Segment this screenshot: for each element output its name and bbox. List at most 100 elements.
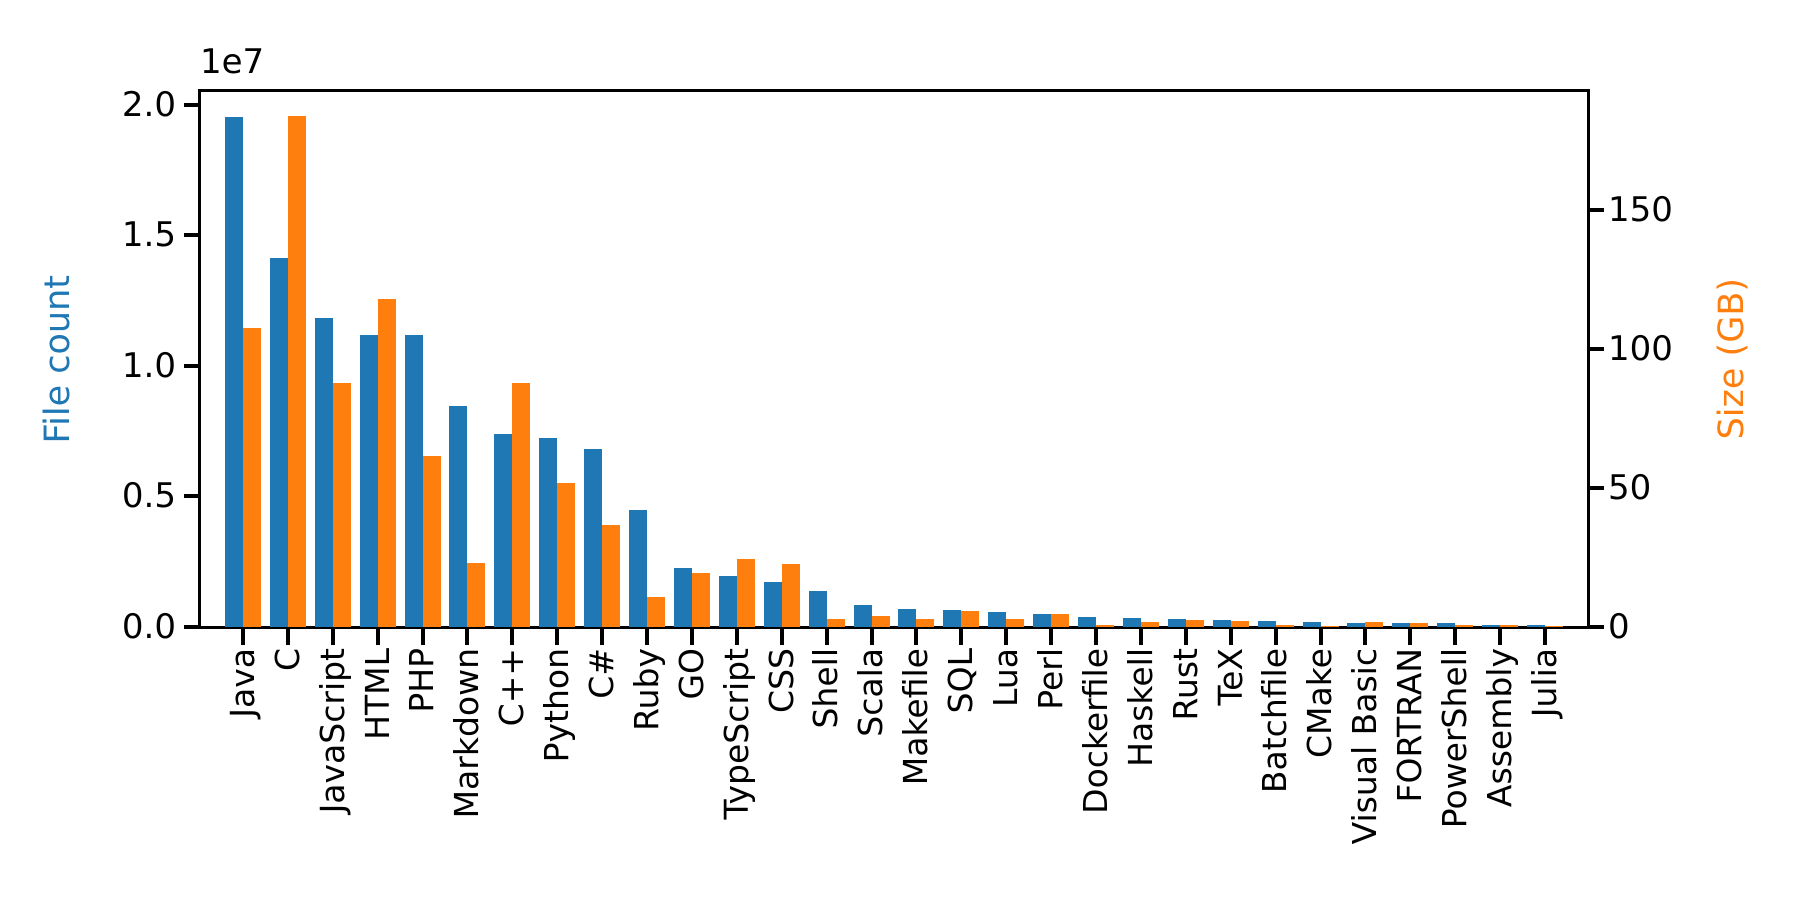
x-label-text-rust: Rust — [1165, 648, 1205, 721]
x-label-assembly: Assembly — [1476, 648, 1524, 888]
bar-file-count-perl — [1033, 613, 1052, 627]
bar-size-gb-lua — [1006, 619, 1025, 627]
x-tick-fortran — [1408, 629, 1413, 645]
bar-file-count-css — [763, 581, 782, 627]
x-label-sql: SQL — [937, 648, 985, 888]
x-tick-html — [375, 629, 380, 645]
x-tick-rust — [1183, 629, 1188, 645]
x-label-makefile: Makefile — [892, 648, 940, 888]
left-tick-0.0 — [184, 625, 200, 629]
bar-size-gb-tex — [1230, 621, 1249, 627]
bar-size-gb-visual-basic — [1365, 621, 1384, 627]
bar-file-count-julia — [1527, 625, 1545, 627]
bar-file-count-dockerfile — [1078, 617, 1097, 627]
x-tick-typescript — [734, 629, 739, 645]
right-tick-label-150: 150 — [1608, 190, 1673, 231]
bar-file-count-batchfile — [1257, 620, 1276, 627]
x-label-visual-basic: Visual Basic — [1341, 648, 1389, 888]
bar-size-gb-julia — [1545, 626, 1563, 627]
bar-file-count-c — [494, 434, 513, 627]
x-tick-julia — [1543, 629, 1547, 645]
left-tick-2.0 — [184, 102, 200, 107]
x-label-text-batchfile: Batchfile — [1255, 648, 1295, 794]
bar-size-gb-assembly — [1500, 624, 1519, 627]
x-label-dockerfile: Dockerfile — [1072, 648, 1120, 888]
x-label-text-lua: Lua — [986, 648, 1026, 707]
x-tick-shell — [824, 629, 829, 645]
bar-file-count-fortran — [1392, 623, 1411, 627]
x-label-ruby: Ruby — [623, 648, 671, 888]
bar-size-gb-python — [557, 482, 576, 627]
bar-file-count-markdown — [449, 406, 468, 627]
left-tick-label-0.5: 0.5 — [121, 476, 176, 517]
bar-size-gb-haskell — [1140, 621, 1159, 627]
x-tick-lua — [1004, 629, 1009, 645]
x-label-text-markdown: Markdown — [447, 648, 487, 819]
bar-size-gb-php — [422, 456, 441, 627]
left-tick-0.5 — [184, 494, 200, 499]
left-tick-label-1.0: 1.0 — [121, 345, 176, 386]
bar-size-gb-css — [781, 564, 800, 627]
bar-size-gb-c — [602, 524, 621, 627]
x-label-tex: TeX — [1207, 648, 1255, 888]
bar-size-gb-powershell — [1455, 625, 1474, 627]
x-label-rust: Rust — [1162, 648, 1210, 888]
x-label-css: CSS — [758, 648, 806, 888]
x-tick-cmake — [1318, 629, 1323, 645]
x-label-text-cmake: CMake — [1300, 648, 1340, 758]
x-label-text-shell: Shell — [806, 648, 846, 729]
x-tick-powershell — [1453, 629, 1458, 645]
x-label-text-fortran: FORTRAN — [1390, 648, 1430, 803]
x-label-haskell: Haskell — [1117, 648, 1165, 888]
bar-file-count-c — [269, 257, 288, 627]
bar-file-count-html — [359, 335, 378, 627]
x-tick-assembly — [1498, 629, 1503, 645]
bar-file-count-typescript — [718, 576, 737, 627]
x-tick-javascript — [330, 629, 335, 645]
x-tick-python — [555, 629, 560, 645]
left-tick-1.0 — [184, 363, 200, 368]
right-tick-0 — [1588, 625, 1604, 629]
bar-size-gb-sql — [961, 611, 980, 627]
right-tick-100 — [1588, 347, 1604, 352]
bar-size-gb-cmake — [1320, 625, 1339, 627]
bar-size-gb-typescript — [736, 558, 755, 627]
x-label-text-c: C — [267, 648, 307, 672]
bar-file-count-javascript — [314, 317, 333, 627]
bar-size-gb-scala — [871, 616, 890, 627]
x-tick-batchfile — [1273, 629, 1278, 645]
x-label-text-makefile: Makefile — [896, 648, 936, 786]
x-label-text-css: CSS — [761, 648, 801, 713]
x-label-powershell: PowerShell — [1431, 648, 1479, 888]
bar-size-gb-markdown — [467, 562, 486, 627]
x-label-c: C++ — [488, 648, 536, 888]
bar-file-count-shell — [808, 590, 827, 627]
x-tick-markdown — [465, 629, 470, 645]
x-tick-java — [241, 629, 245, 645]
x-tick-scala — [869, 629, 874, 645]
bar-file-count-rust — [1167, 618, 1186, 627]
x-label-fortran: FORTRAN — [1386, 648, 1434, 888]
bar-size-gb-batchfile — [1275, 625, 1294, 627]
right-axis-title: Size (GB) — [1702, 91, 1762, 627]
bar-size-gb-rust — [1185, 619, 1204, 627]
x-label-batchfile: Batchfile — [1252, 648, 1300, 888]
x-tick-c — [600, 629, 605, 645]
x-label-text-javascript: JavaScript — [312, 648, 352, 814]
x-label-text-dockerfile: Dockerfile — [1075, 648, 1115, 814]
left-axis-title: File count — [28, 91, 88, 627]
right-tick-50 — [1588, 486, 1604, 491]
right-tick-150 — [1588, 208, 1604, 213]
x-label-python: Python — [533, 648, 581, 888]
bar-file-count-ruby — [629, 510, 648, 627]
x-label-text-perl: Perl — [1030, 648, 1070, 710]
bar-size-gb-javascript — [332, 383, 351, 627]
x-label-julia: Julia — [1521, 648, 1569, 888]
x-label-text-python: Python — [537, 648, 577, 763]
bar-size-gb-perl — [1051, 613, 1070, 627]
x-label-text-sql: SQL — [941, 648, 981, 714]
x-label-text-julia: Julia — [1524, 648, 1564, 718]
x-tick-visual-basic — [1363, 629, 1368, 645]
x-label-java: Java — [219, 648, 267, 888]
x-label-text-c: C++ — [492, 648, 532, 727]
